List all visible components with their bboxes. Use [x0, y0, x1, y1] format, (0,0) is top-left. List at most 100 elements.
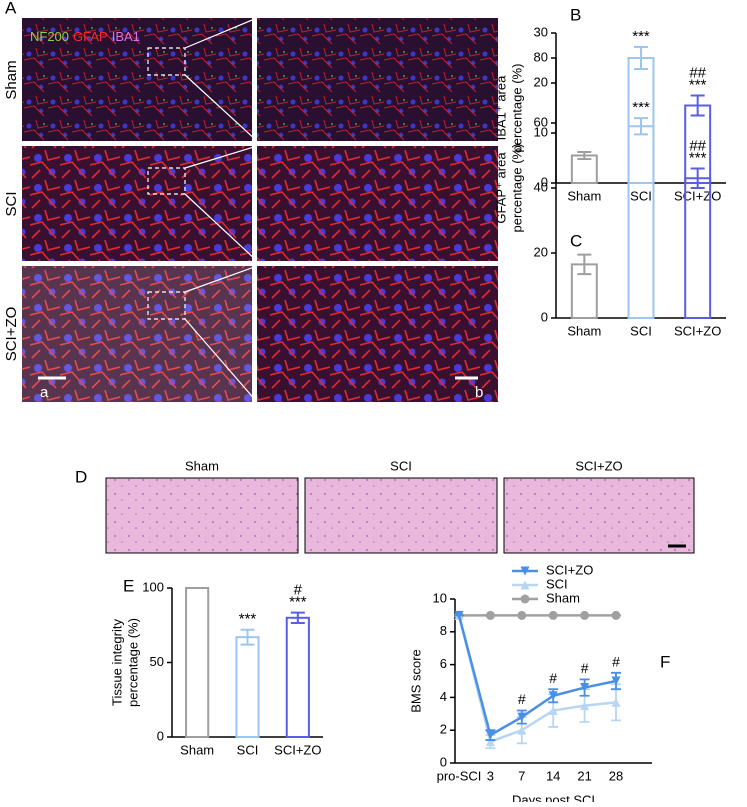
he-images — [105, 477, 695, 554]
x-tick-label: 7 — [518, 768, 525, 783]
annotation: *** — [632, 28, 650, 45]
y-tick-label: 0 — [440, 754, 447, 769]
marker — [580, 683, 590, 693]
y-tick-label: 50 — [150, 654, 164, 669]
y-tick-label: 6 — [440, 656, 447, 671]
y-label: IBA1⁺ area — [493, 75, 508, 140]
y-tick-label: 100 — [142, 579, 164, 594]
y-tick-label: 2 — [440, 722, 447, 737]
panel-label: B — [570, 5, 581, 24]
stain-label: GFAP — [73, 29, 108, 44]
y-tick-label: 20 — [534, 244, 548, 259]
y-label: GFAP⁺ area — [493, 152, 508, 224]
annotation: *** — [689, 149, 707, 166]
error-bar — [577, 151, 592, 160]
legend-label: SCI+ZO — [546, 562, 593, 577]
x-tick-label: 3 — [487, 768, 494, 783]
x-tick-label: SCI — [630, 323, 652, 338]
image — [22, 146, 252, 261]
y-label: percentage (%) — [125, 618, 140, 707]
marker — [485, 737, 495, 747]
row-label: Sham — [3, 60, 20, 99]
panel-label: F — [660, 652, 670, 671]
marker — [548, 691, 558, 701]
image-title: SCI+ZO — [575, 458, 622, 473]
x-tick-label: Sham — [567, 188, 601, 203]
error-bar — [634, 117, 648, 136]
y-label: percentage (%) — [509, 144, 524, 233]
error-bar — [290, 611, 305, 625]
annotation: # — [549, 670, 557, 686]
image-title: SCI — [390, 458, 412, 473]
annotation: *** — [239, 611, 257, 628]
y-label: BMS score — [408, 649, 423, 713]
y-tick-label: 8 — [440, 623, 447, 638]
marker — [517, 610, 527, 620]
legend-marker — [520, 566, 530, 576]
image — [503, 477, 695, 554]
annotation: *** — [289, 594, 307, 611]
bar — [627, 125, 655, 319]
error-bar — [690, 167, 705, 189]
marker — [485, 730, 495, 740]
marker — [517, 712, 527, 722]
image — [257, 266, 498, 402]
marker — [485, 610, 495, 620]
y-label: Tissue integrity — [109, 619, 124, 706]
x-tick-label: pro-SCI — [437, 768, 482, 783]
y-tick-label: 0 — [541, 309, 548, 324]
y-tick-label: 30 — [534, 24, 548, 39]
image — [257, 146, 498, 261]
annotation: # — [612, 654, 620, 670]
annotation: *** — [689, 76, 707, 93]
y-tick-label: 20 — [534, 74, 548, 89]
image-title: Sham — [185, 458, 219, 473]
error-bar — [240, 628, 255, 646]
series-line — [457, 615, 617, 738]
x-tick-label: 14 — [546, 768, 560, 783]
marker — [517, 725, 527, 735]
x-tick-label: SCI — [630, 188, 652, 203]
legend-marker — [520, 580, 530, 590]
stain-label: NF200 — [30, 29, 69, 44]
stain-legend: NF200 GFAP IBA1 — [30, 29, 140, 44]
annotation: ## — [689, 137, 706, 154]
bar — [285, 616, 310, 738]
panel-label: D — [75, 467, 87, 486]
x-tick-label: Sham — [180, 742, 214, 757]
marker — [611, 610, 621, 620]
x-tick-label: 21 — [577, 768, 591, 783]
legend-label: SCI — [546, 576, 568, 591]
x-label: Days post SCI — [512, 792, 595, 802]
row-label: SCI+ZO — [3, 307, 20, 362]
marker — [548, 610, 558, 620]
annotation: # — [581, 660, 589, 676]
panel-label: C — [570, 231, 582, 250]
marker — [580, 610, 590, 620]
scale-label: a — [40, 384, 49, 401]
error-bar — [577, 253, 592, 276]
stain-label: IBA1 — [112, 29, 140, 44]
y-label: percentage (%) — [509, 64, 524, 153]
image — [105, 477, 299, 554]
marker — [548, 706, 558, 716]
image — [22, 18, 252, 141]
annotation: ## — [689, 64, 706, 81]
annotation: # — [294, 582, 303, 599]
legend-label: Sham — [546, 590, 580, 605]
legend-marker — [520, 594, 530, 604]
x-tick-label: SCI — [237, 742, 259, 757]
y-tick-label: 4 — [440, 689, 447, 704]
bar — [185, 587, 210, 738]
x-tick-label: SCI+ZO — [674, 323, 721, 338]
image — [22, 266, 252, 402]
panel-label: A — [5, 0, 17, 17]
y-tick-label: 10 — [534, 124, 548, 139]
image — [257, 18, 498, 141]
y-tick-label: 0 — [541, 174, 548, 189]
series-line — [457, 615, 617, 744]
annotation: # — [518, 691, 526, 707]
x-tick-label: 28 — [609, 768, 623, 783]
error-bar — [634, 46, 648, 70]
